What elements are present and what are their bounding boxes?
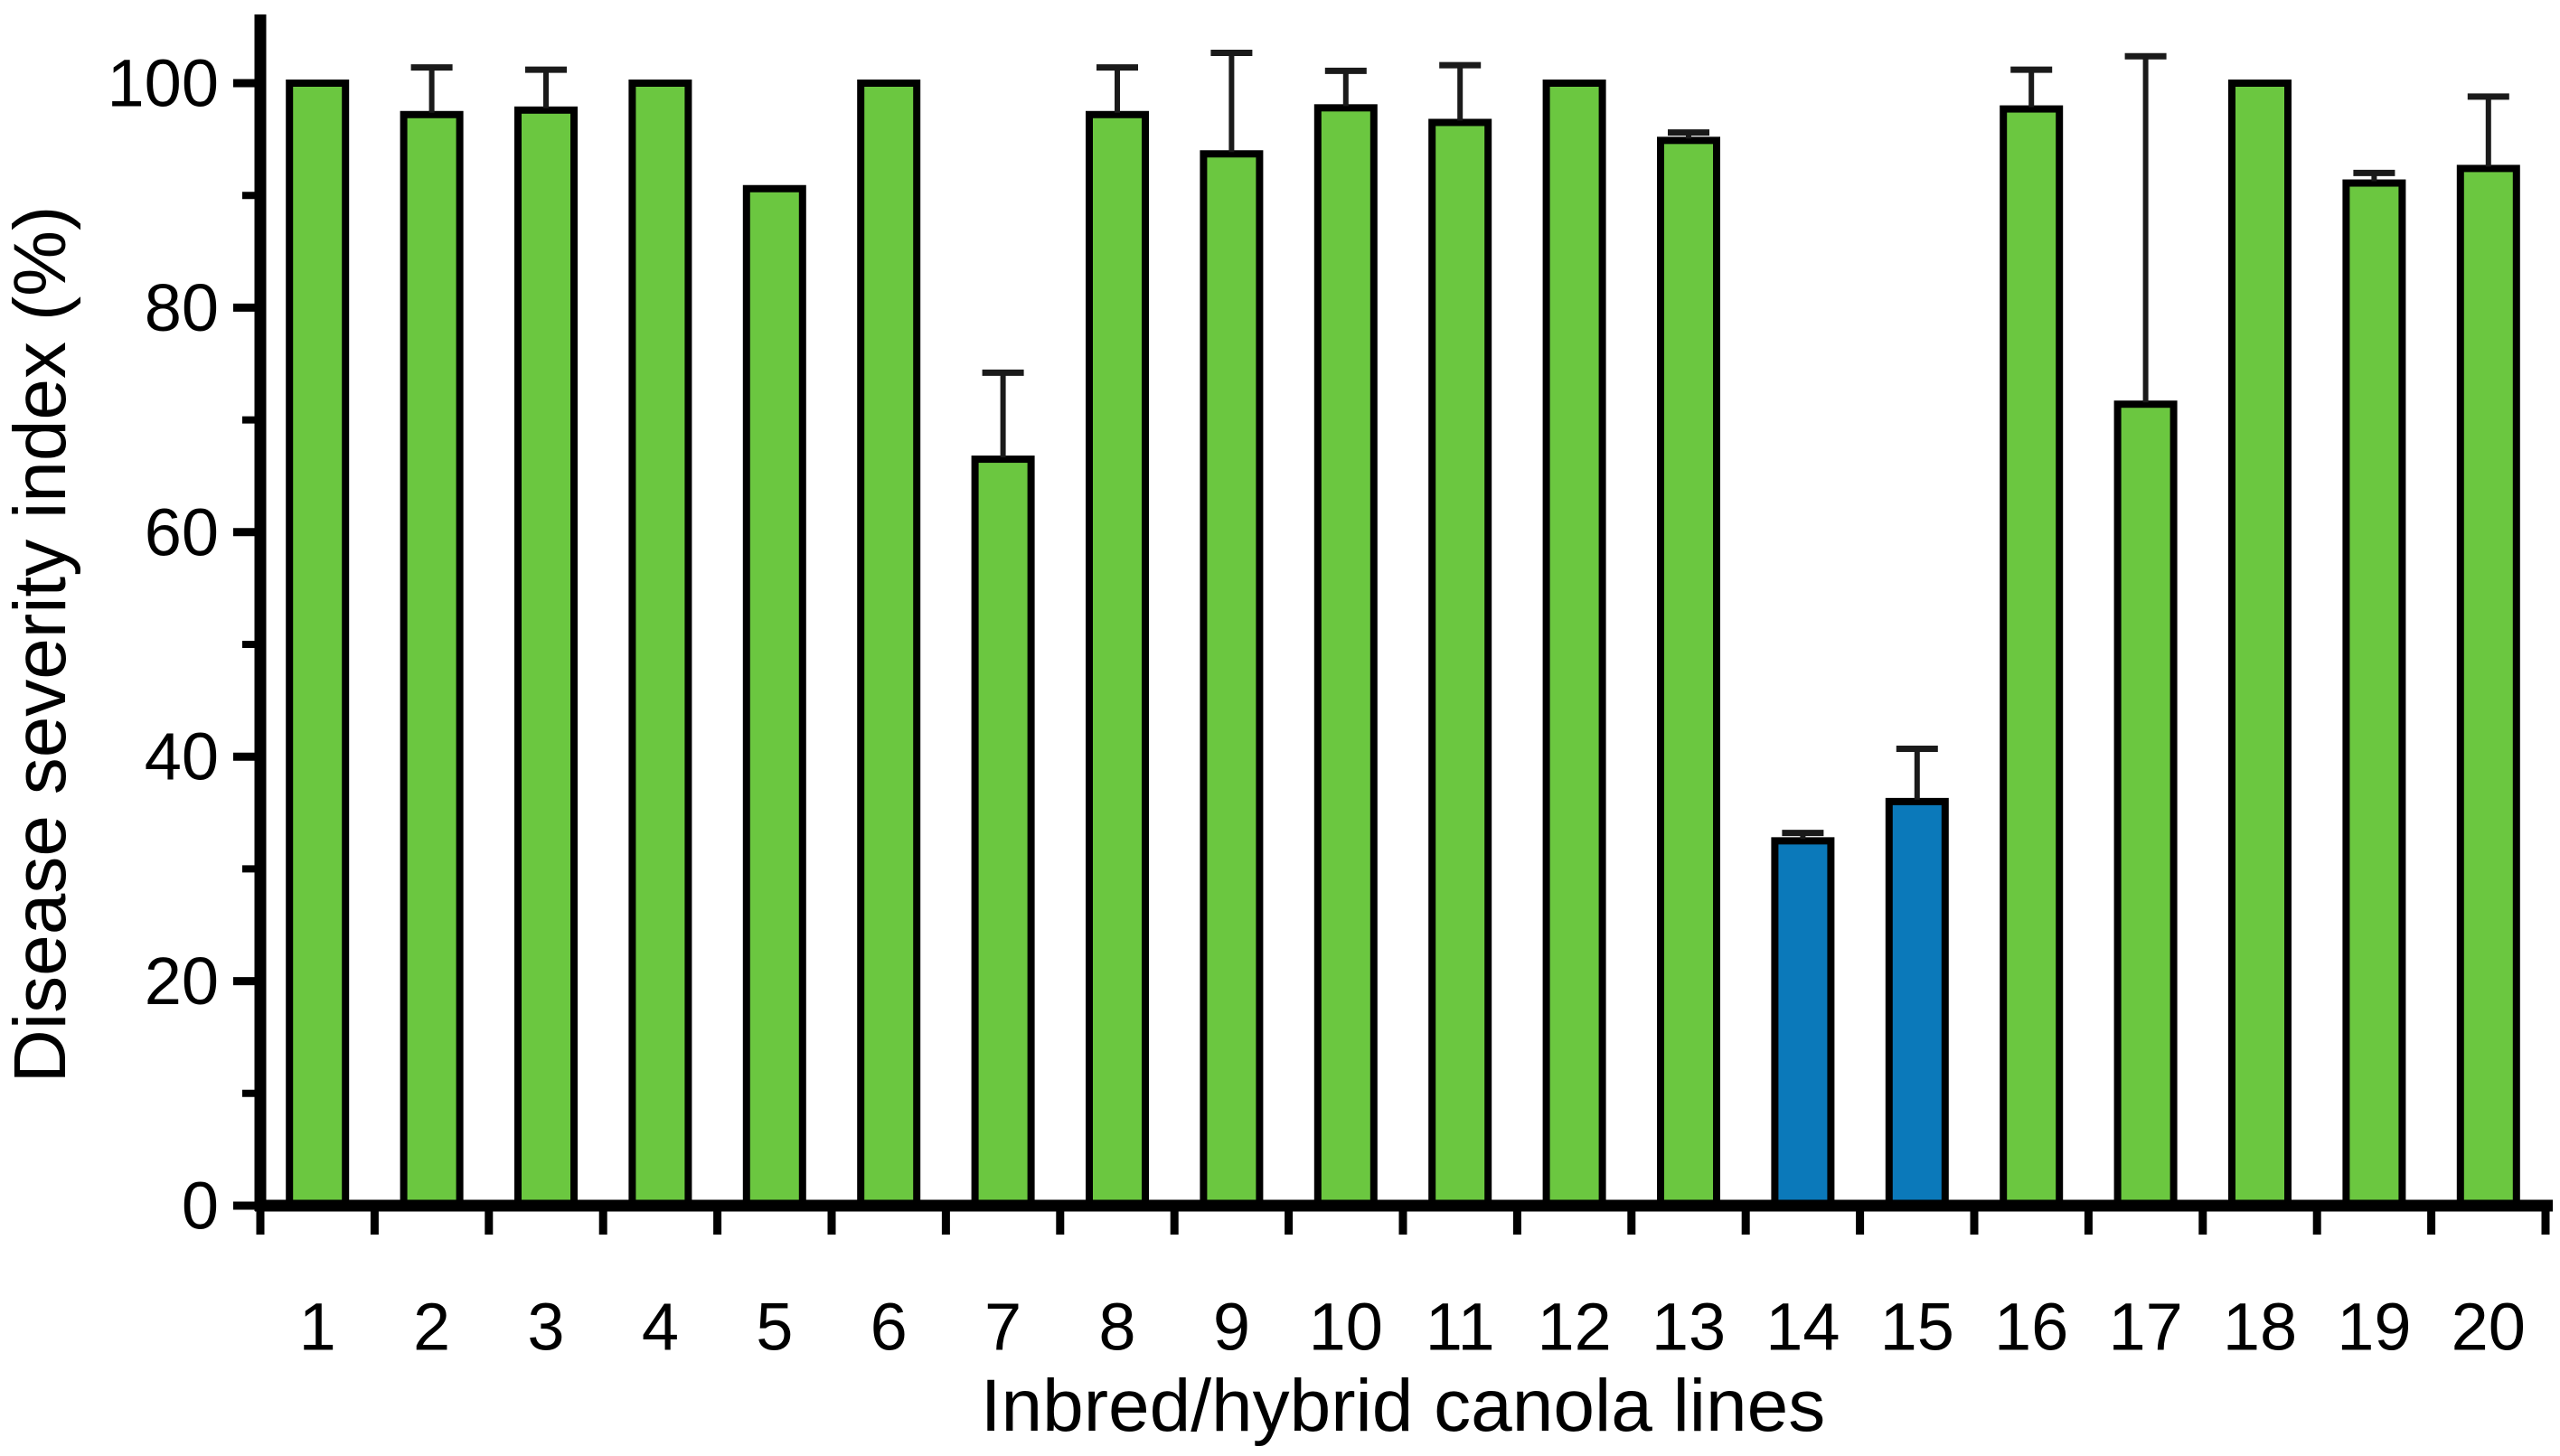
- x-tick-label-7: 7: [984, 1290, 1021, 1365]
- bar-15: [1885, 797, 1949, 1209]
- x-tick-label-11: 11: [1426, 1290, 1495, 1365]
- x-tick-label-14: 14: [1765, 1290, 1840, 1365]
- bar-9: [1200, 150, 1264, 1210]
- bar-14: [1771, 837, 1835, 1209]
- x-tick-label-6: 6: [871, 1290, 908, 1365]
- x-tick-label-3: 3: [527, 1290, 564, 1365]
- x-tick-label-8: 8: [1098, 1290, 1135, 1365]
- bar-3: [514, 106, 578, 1210]
- x-tick-label-17: 17: [2108, 1290, 2182, 1365]
- x-tick-label-1: 1: [299, 1290, 336, 1365]
- x-tick-label-16: 16: [1994, 1290, 2068, 1365]
- x-tick-label-4: 4: [642, 1290, 679, 1365]
- bar-4: [628, 80, 692, 1209]
- x-tick-label-15: 15: [1880, 1290, 1954, 1365]
- bar-11: [1428, 118, 1492, 1210]
- bar-8: [1086, 110, 1149, 1209]
- bar-7: [971, 456, 1035, 1209]
- bar-13: [1657, 136, 1720, 1209]
- x-tick-label-13: 13: [1652, 1290, 1726, 1365]
- x-tick-label-12: 12: [1537, 1290, 1611, 1365]
- bar-6: [857, 80, 921, 1209]
- y-tick-label-20: 20: [145, 944, 219, 1019]
- x-tick-label-19: 19: [2337, 1290, 2411, 1365]
- bar-20: [2456, 164, 2520, 1210]
- y-tick-label-60: 60: [145, 494, 219, 569]
- error-bars-group: [410, 49, 2509, 840]
- bar-19: [2342, 179, 2406, 1210]
- bar-18: [2228, 80, 2292, 1209]
- x-tick-label-9: 9: [1213, 1290, 1250, 1365]
- y-tick-label-0: 0: [182, 1169, 219, 1244]
- x-tick-label-18: 18: [2223, 1290, 2297, 1365]
- axis-ticks: [233, 79, 2550, 1235]
- x-tick-label-20: 20: [2452, 1290, 2526, 1365]
- y-axis-title: Disease severity index (%): [0, 206, 81, 1084]
- x-tick-label-10: 10: [1309, 1290, 1383, 1365]
- bar-1: [286, 80, 350, 1209]
- y-tick-label-40: 40: [145, 719, 219, 794]
- axes-group: [254, 14, 2553, 1212]
- y-tick-label-100: 100: [108, 46, 219, 121]
- bar-10: [1313, 104, 1378, 1210]
- x-tick-label-2: 2: [413, 1290, 450, 1365]
- bar-5: [742, 184, 806, 1209]
- bar-2: [400, 110, 464, 1209]
- x-axis-title: Inbred/hybrid canola lines: [981, 1365, 1825, 1447]
- bars-group: [286, 80, 2520, 1210]
- bar-16: [2000, 105, 2064, 1209]
- x-tick-label-5: 5: [756, 1290, 793, 1365]
- y-tick-label-80: 80: [145, 270, 219, 345]
- bar-12: [1542, 80, 1606, 1209]
- bar-17: [2113, 400, 2178, 1210]
